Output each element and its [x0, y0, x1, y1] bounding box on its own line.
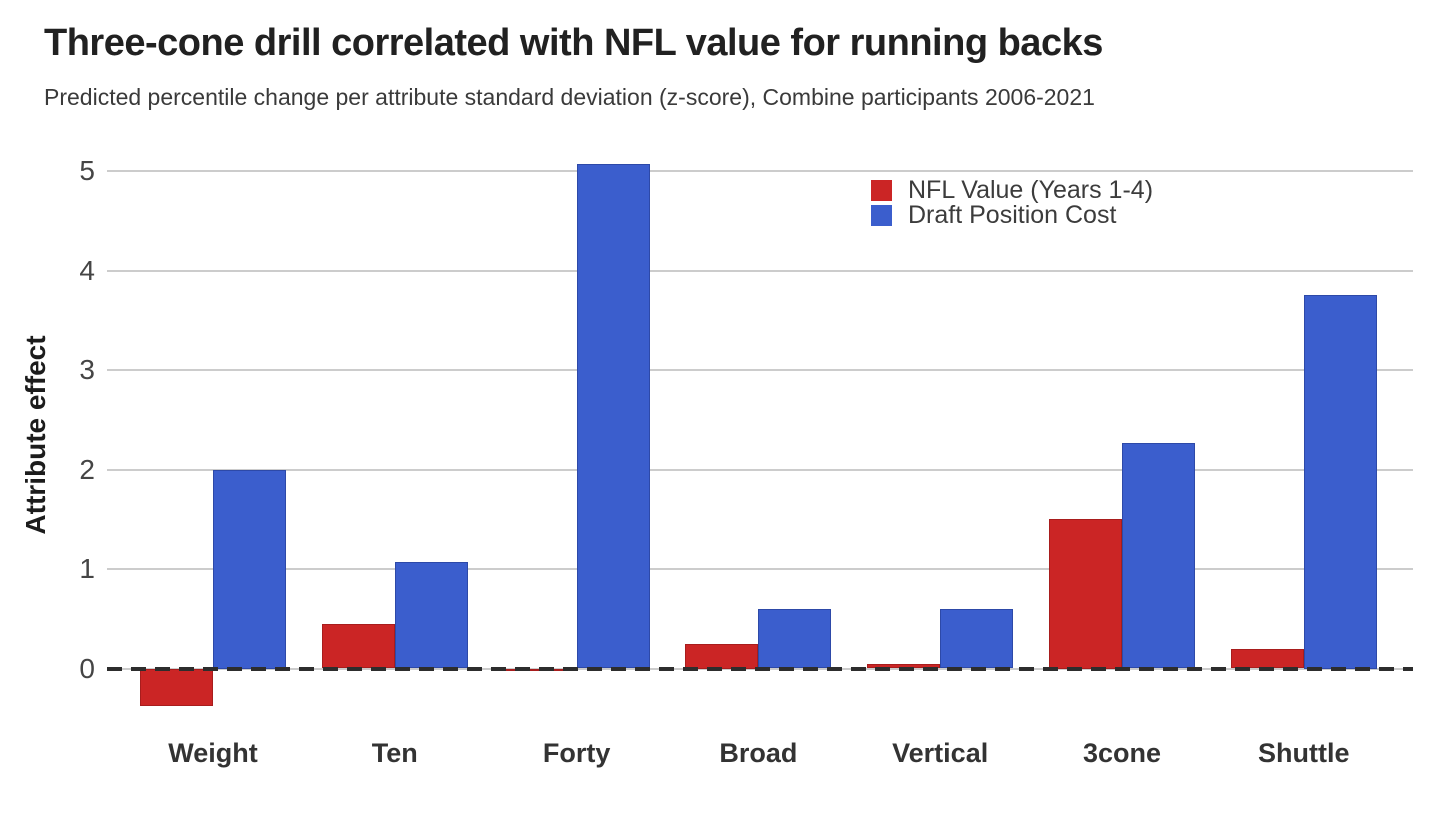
bar-draft-cost-broad: [758, 608, 832, 669]
bar-nfl-value-shuttle: [1230, 648, 1304, 669]
y-tick-label-3: 3: [79, 354, 95, 385]
zero-reference-line: [107, 666, 1413, 671]
legend-item-0: NFL Value (Years 1-4): [871, 178, 1153, 203]
bar-nfl-value-ten: [321, 623, 395, 669]
y-tick-label-1: 1: [79, 553, 95, 584]
x-tick-label-forty: Forty: [542, 738, 611, 768]
chart-title: Three-cone drill correlated with NFL val…: [44, 22, 1103, 64]
legend-swatch-1: [871, 205, 892, 226]
y-tick-label-5: 5: [79, 155, 95, 186]
x-tick-label-ten: Ten: [371, 738, 418, 768]
x-tick-label-broad: Broad: [719, 738, 798, 768]
chart-subtitle: Predicted percentile change per attribut…: [44, 84, 1095, 110]
x-tick-label-3cone: 3cone: [1082, 738, 1162, 768]
legend-label-1: Draft Position Cost: [908, 201, 1117, 229]
y-tick-label-4: 4: [79, 254, 95, 286]
bar-draft-cost-vertical: [940, 608, 1014, 669]
bar-draft-cost-weight: [213, 469, 286, 669]
bar-draft-cost-ten: [394, 562, 468, 669]
y-tick-label-0: 0: [79, 652, 95, 684]
legend-item-1: Draft Position Cost: [871, 203, 1153, 228]
y-tick-label-2: 2: [79, 453, 95, 485]
gridline-1: [107, 568, 1413, 570]
bar-draft-cost-3cone: [1122, 442, 1195, 669]
legend-swatch-0: [871, 180, 892, 201]
gridline-3: [107, 369, 1413, 371]
gridline-2: [107, 468, 1413, 471]
gridline-4: [107, 269, 1413, 272]
legend-label-0: NFL Value (Years 1-4): [908, 176, 1154, 204]
bar-nfl-value-3cone: [1049, 519, 1122, 669]
gridline-5: [107, 170, 1413, 172]
bar-nfl-value-broad: [685, 643, 759, 669]
bar-nfl-value-weight: [140, 668, 213, 707]
x-tick-label-vertical: Vertical: [892, 738, 989, 768]
bar-draft-cost-forty: [576, 164, 650, 669]
x-tick-label-weight: Weight: [168, 738, 258, 768]
x-tick-label-shuttle: Shuttle: [1258, 738, 1350, 768]
legend: NFL Value (Years 1-4) Draft Position Cost: [871, 178, 1153, 228]
bar-draft-cost-shuttle: [1303, 295, 1377, 669]
